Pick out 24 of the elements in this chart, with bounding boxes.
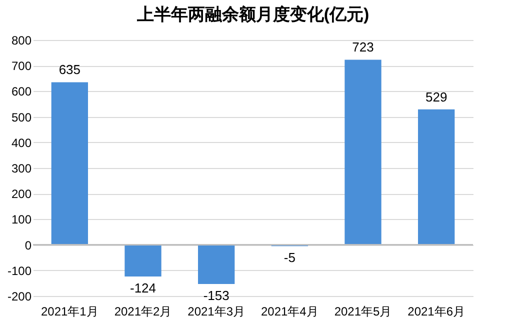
data-label: -153 xyxy=(203,288,230,303)
y-tick-label: -200 xyxy=(7,290,32,304)
data-label: 529 xyxy=(425,89,448,104)
y-tick-label: 200 xyxy=(11,187,32,202)
chart-title: 上半年两融余额月度变化(亿元) xyxy=(136,5,370,24)
data-label: 723 xyxy=(352,40,374,55)
y-tick-label: 500 xyxy=(11,110,32,124)
y-tick-label: 300 xyxy=(11,162,32,176)
data-label: -124 xyxy=(130,280,156,296)
y-tick-label: -100 xyxy=(7,264,32,278)
y-tick-label: 800 xyxy=(11,34,32,48)
y-tick-label: 600 xyxy=(11,84,32,99)
y-tick-label: 100 xyxy=(11,212,32,227)
data-label: 635 xyxy=(58,62,81,78)
y-tick-label: 400 xyxy=(11,136,32,150)
x-tick-label: 2021年2月 xyxy=(114,304,172,318)
x-tick-label: 2021年5月 xyxy=(334,304,392,318)
x-tick-label: 2021年3月 xyxy=(188,304,246,318)
y-tick-label: 0 xyxy=(24,238,32,252)
x-tick-label: 2021年4月 xyxy=(260,304,318,318)
y-tick-label: 700 xyxy=(11,59,32,74)
x-tick-label: 2021年6月 xyxy=(408,304,466,318)
x-tick-label: 2021年1月 xyxy=(40,304,98,318)
data-label: -5 xyxy=(284,250,296,266)
